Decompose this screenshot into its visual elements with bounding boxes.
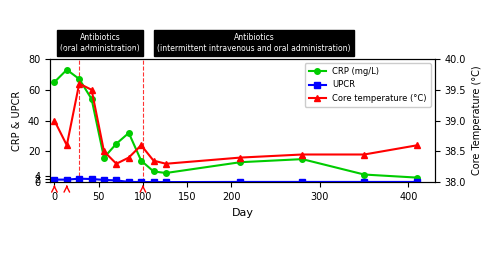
UPCR [150, 180, 156, 184]
UPCR [64, 178, 70, 181]
UPCR [361, 180, 367, 184]
CRP (mg/L) [150, 170, 156, 173]
X-axis label: Day: Day [232, 207, 254, 218]
Line: Core temperature (°C): Core temperature (°C) [52, 81, 420, 166]
UPCR [114, 179, 119, 182]
Y-axis label: Core Temperature (°C): Core Temperature (°C) [472, 66, 482, 176]
Y-axis label: CRP & UPCR: CRP & UPCR [12, 91, 22, 151]
UPCR [238, 180, 244, 184]
Core temperature (°C) [88, 88, 94, 91]
UPCR [126, 180, 132, 184]
UPCR [299, 180, 305, 184]
CRP (mg/L) [114, 142, 119, 145]
Legend: CRP (mg/L), UPCR, Core temperature (°C): CRP (mg/L), UPCR, Core temperature (°C) [304, 63, 431, 107]
CRP (mg/L) [138, 159, 144, 162]
Core temperature (°C) [299, 153, 305, 156]
UPCR [138, 180, 144, 184]
Core temperature (°C) [414, 144, 420, 147]
CRP (mg/L) [64, 68, 70, 71]
Core temperature (°C) [126, 156, 132, 159]
CRP (mg/L) [163, 172, 169, 175]
Core temperature (°C) [52, 119, 58, 122]
UPCR [88, 177, 94, 181]
CRP (mg/L) [52, 80, 58, 84]
Core temperature (°C) [238, 156, 244, 159]
Core temperature (°C) [114, 162, 119, 165]
CRP (mg/L) [361, 173, 367, 176]
Core temperature (°C) [150, 159, 156, 162]
CRP (mg/L) [88, 97, 94, 100]
CRP (mg/L) [299, 158, 305, 161]
UPCR [101, 178, 107, 181]
CRP (mg/L) [414, 176, 420, 179]
Text: Blood culture negative
(day 100): Blood culture negative (day 100) [0, 267, 1, 268]
Text: Antibiotics
(intermittent intravenous and oral administration): Antibiotics (intermittent intravenous an… [158, 33, 351, 53]
Core temperature (°C) [138, 144, 144, 147]
Line: CRP (mg/L): CRP (mg/L) [52, 67, 420, 180]
Core temperature (°C) [64, 144, 70, 147]
UPCR [414, 180, 420, 184]
Text: Antibiotics
(oral administration): Antibiotics (oral administration) [60, 33, 140, 53]
CRP (mg/L) [76, 77, 82, 81]
CRP (mg/L) [126, 131, 132, 135]
Core temperature (°C) [76, 82, 82, 85]
Text: Blood culture positive
(day 0 and 14): Blood culture positive (day 0 and 14) [0, 267, 1, 268]
UPCR [163, 180, 169, 184]
Core temperature (°C) [361, 153, 367, 156]
Core temperature (°C) [163, 162, 169, 165]
CRP (mg/L) [238, 161, 244, 164]
Line: UPCR: UPCR [52, 176, 420, 185]
CRP (mg/L) [101, 156, 107, 159]
Core temperature (°C) [101, 150, 107, 153]
UPCR [52, 178, 58, 181]
UPCR [76, 177, 82, 180]
